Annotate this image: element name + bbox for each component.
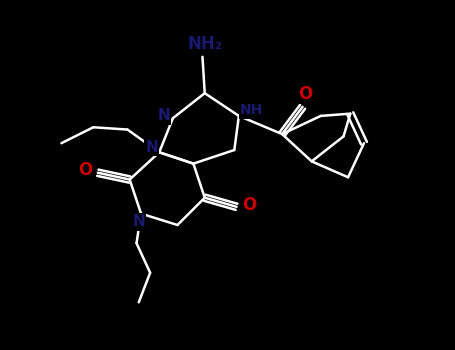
Text: NH₂: NH₂ xyxy=(187,35,222,53)
Text: N: N xyxy=(145,140,158,155)
Text: N: N xyxy=(157,108,170,124)
Text: O: O xyxy=(298,85,312,103)
Text: NH: NH xyxy=(240,104,263,118)
Text: N: N xyxy=(132,214,145,229)
Text: O: O xyxy=(242,196,257,213)
Text: O: O xyxy=(78,161,92,180)
